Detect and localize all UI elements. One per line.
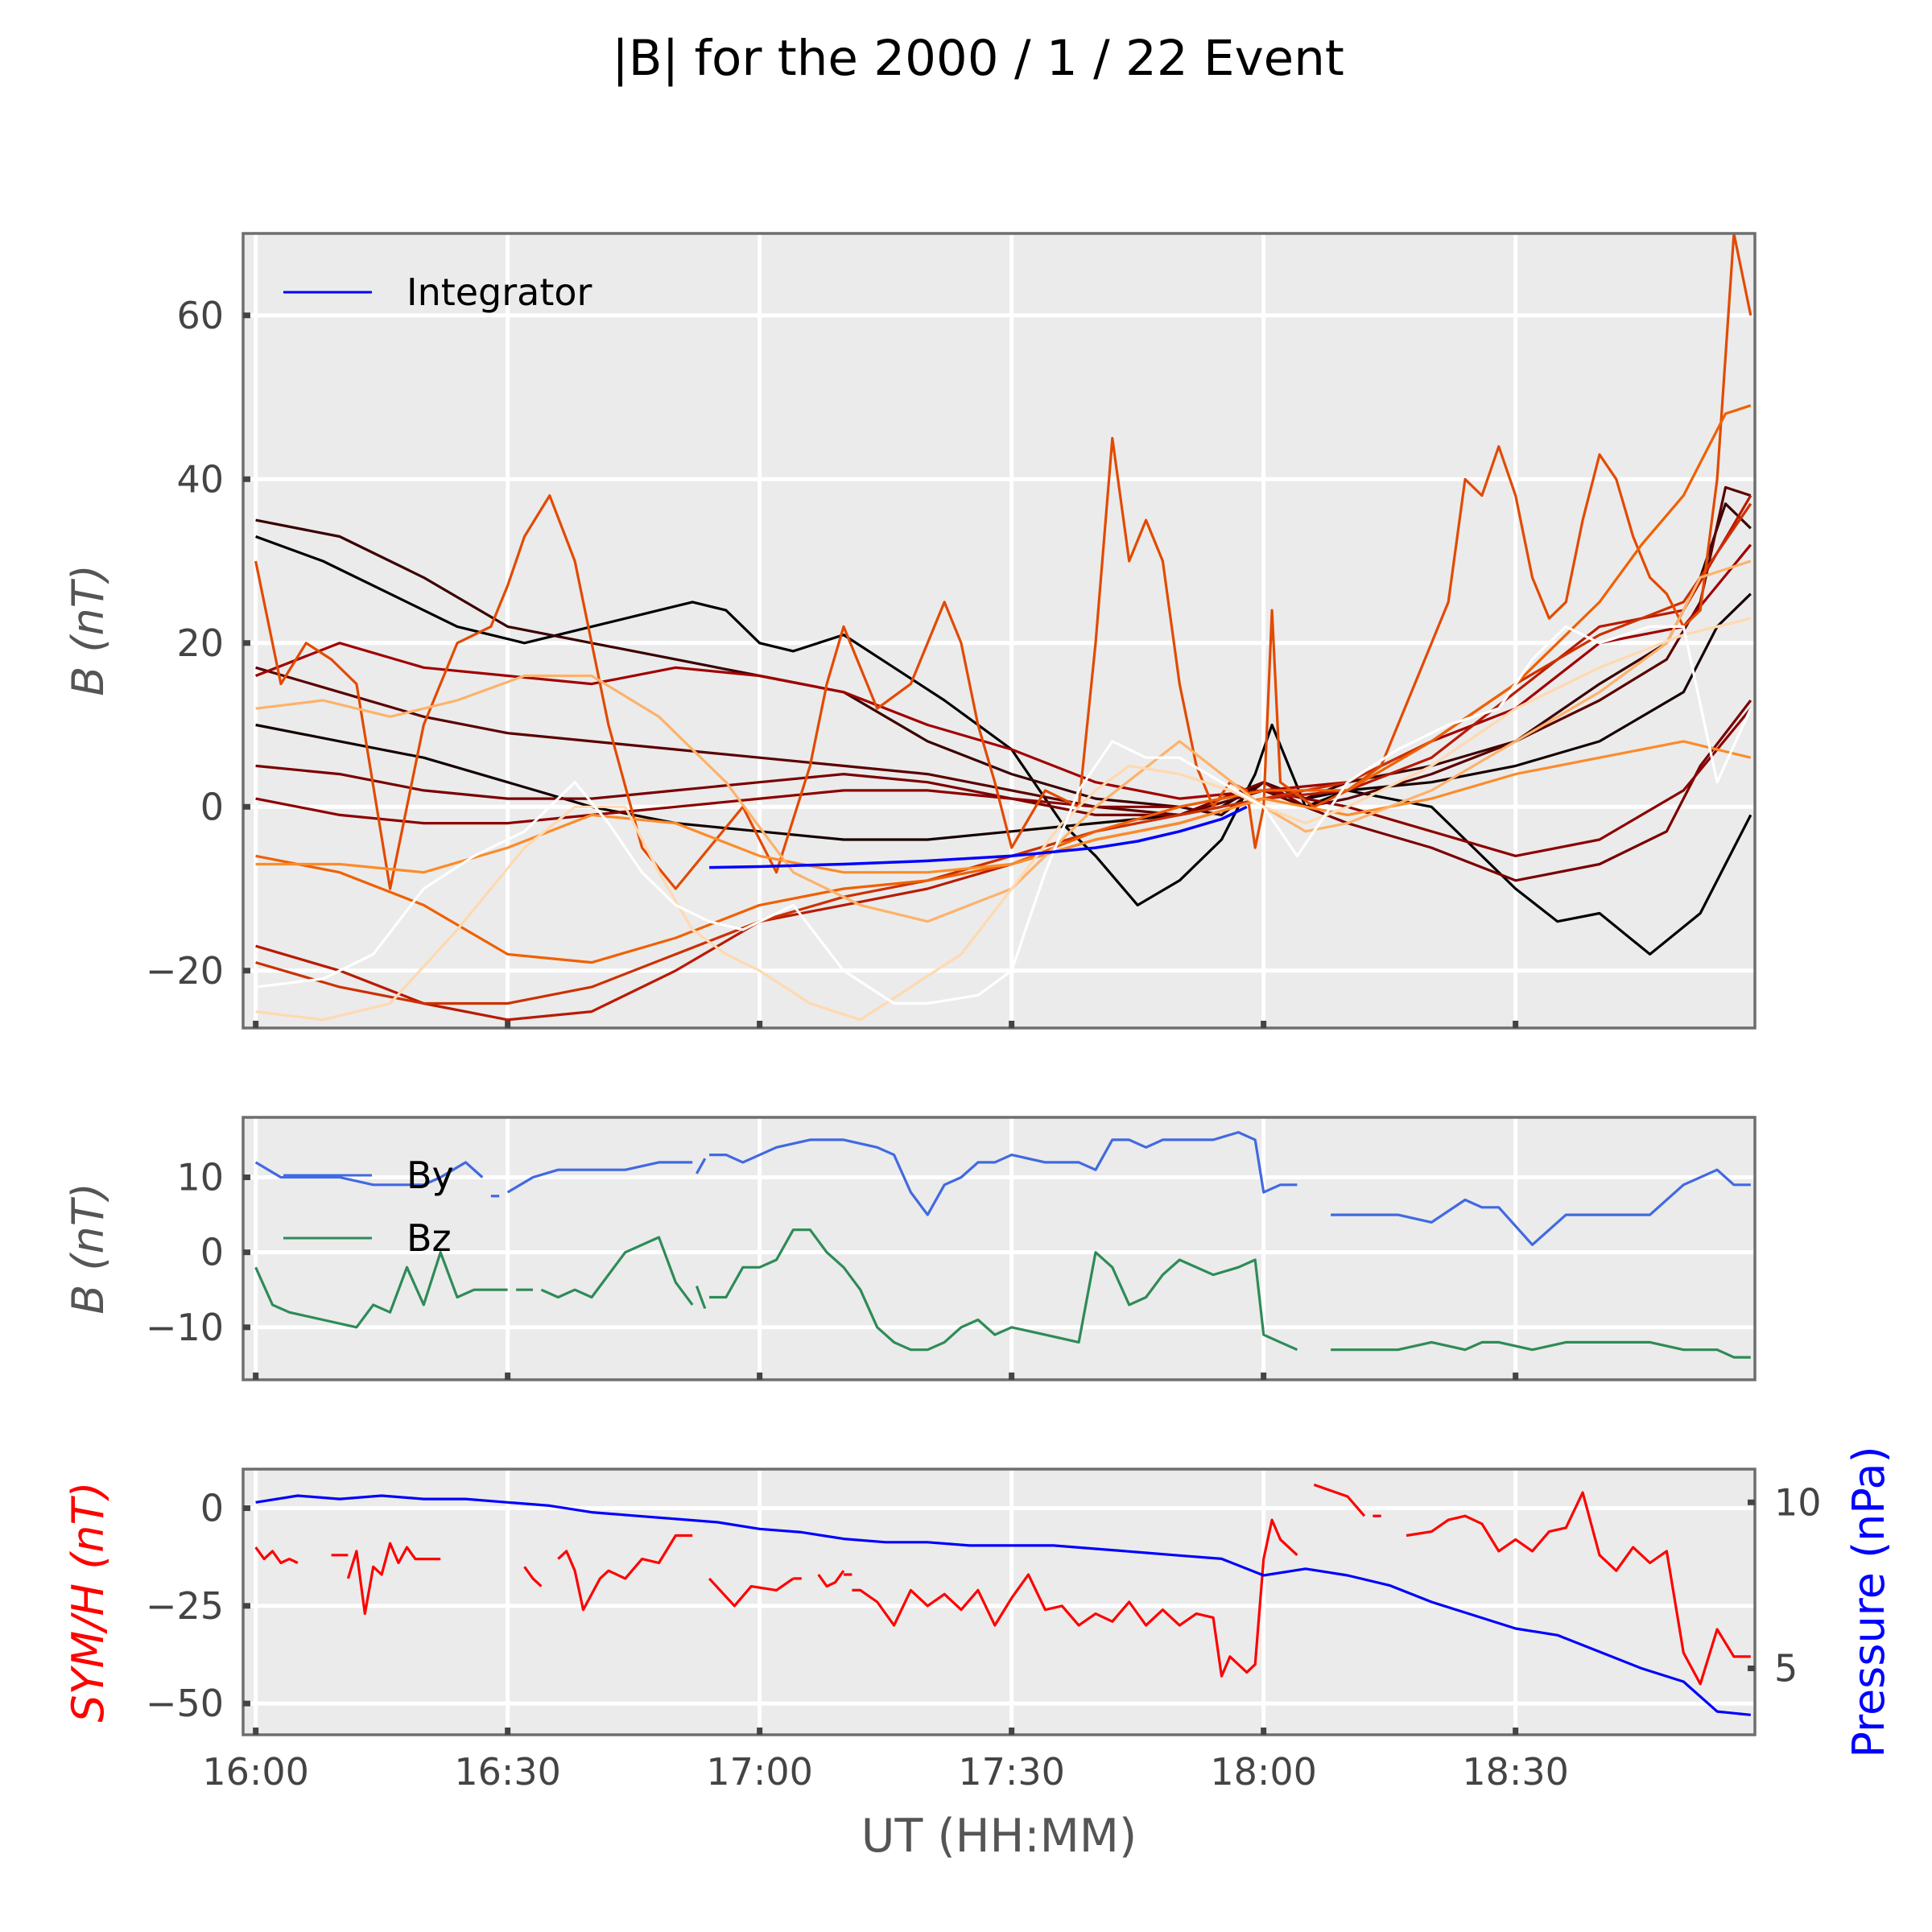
panel-middle-grid bbox=[243, 1117, 1755, 1380]
series-clip bbox=[254, 1483, 1751, 1716]
y-right-tick-label: 10 bbox=[1774, 1480, 1822, 1524]
series-line-sym-h bbox=[817, 1570, 845, 1588]
panel-middle-background bbox=[243, 1117, 1755, 1380]
series-line-by bbox=[1331, 1168, 1751, 1246]
panel-middle: −10 0 10 B (nT) By Bz bbox=[63, 1116, 1757, 1381]
series-line-sym-h bbox=[254, 1546, 299, 1565]
panel-bottom-ylabel-right: Pressure (nPa) bbox=[1843, 1446, 1894, 1757]
series-line-trace-11 bbox=[255, 740, 1752, 874]
panel-top-ticks: −20 0 20 40 60 bbox=[146, 294, 1519, 1028]
series-line-bz bbox=[695, 1286, 707, 1310]
series-line-trace-10 bbox=[255, 404, 1752, 964]
series-clip bbox=[254, 1130, 1751, 1359]
panel-middle-ticks: −10 0 10 bbox=[146, 1156, 1519, 1380]
legend-integrator-label: Integrator bbox=[407, 270, 592, 314]
x-tick-label: 18:00 bbox=[1210, 1750, 1317, 1794]
y-tick-label: 0 bbox=[200, 785, 224, 828]
series-line-pressure bbox=[255, 1494, 1751, 1716]
series-line-bz bbox=[1331, 1340, 1751, 1359]
series-line-trace-9 bbox=[254, 233, 1752, 890]
panel-bottom: 16:00 16:30 17:00 17:30 18:00 18:30 −50 −25 0 5 10… bbox=[63, 1446, 1894, 1863]
y-tick-label: −10 bbox=[146, 1306, 224, 1349]
series-line-sym-h bbox=[346, 1542, 441, 1616]
panel-middle-frame bbox=[242, 1116, 1757, 1381]
series-clip bbox=[254, 233, 1752, 1022]
panel-top-ylabel: B (nT) bbox=[63, 564, 114, 696]
series-line-sym-h bbox=[523, 1566, 543, 1587]
series-line-by bbox=[254, 1161, 484, 1187]
series-line-sym-h bbox=[1406, 1491, 1751, 1686]
x-tick-label: 17:30 bbox=[958, 1750, 1065, 1794]
y-right-tick-label: 5 bbox=[1774, 1647, 1798, 1690]
x-tick-label: 17:00 bbox=[706, 1750, 813, 1794]
series-line-trace-0 bbox=[255, 535, 1752, 956]
series-line-by bbox=[696, 1158, 707, 1174]
series-line-sym-h bbox=[557, 1534, 693, 1612]
x-tick-label: 16:00 bbox=[202, 1750, 309, 1794]
series-line-trace-13 bbox=[255, 617, 1752, 1022]
series-line-trace-4 bbox=[255, 700, 1752, 882]
series-line-by bbox=[709, 1130, 1298, 1216]
panel-top-grid bbox=[243, 233, 1755, 1028]
panel-bottom-ylabel: SYM/H (nT) bbox=[63, 1481, 114, 1722]
panel-middle-ylabel: B (nT) bbox=[63, 1183, 114, 1315]
series-line-sym-h bbox=[708, 1577, 795, 1608]
panel-top-lines bbox=[254, 233, 1752, 1022]
y-tick-label: −25 bbox=[146, 1584, 224, 1628]
series-line-integrator bbox=[709, 805, 1248, 869]
panel-top-frame bbox=[242, 232, 1757, 1030]
panel-bottom-grid bbox=[243, 1469, 1755, 1735]
series-line-trace-14 bbox=[255, 625, 1752, 1005]
series-line-bz bbox=[709, 1228, 1298, 1352]
series-line-trace-3 bbox=[255, 485, 1752, 817]
series-line-bz bbox=[254, 1251, 508, 1329]
panel-bottom-lines bbox=[254, 1483, 1751, 1716]
y-tick-label: 0 bbox=[200, 1231, 224, 1274]
series-line-sym-h bbox=[1313, 1483, 1366, 1517]
x-axis-label: UT (HH:MM) bbox=[861, 1810, 1137, 1863]
figure-title: |B| for the 2000 / 1 / 22 Event bbox=[612, 30, 1344, 87]
y-tick-label: 10 bbox=[176, 1156, 224, 1199]
panel-bottom-background bbox=[243, 1469, 1755, 1735]
y-tick-label: 0 bbox=[200, 1487, 224, 1530]
series-line-by bbox=[506, 1161, 693, 1194]
panel-middle-lines bbox=[254, 1130, 1751, 1359]
series-line-trace-5 bbox=[255, 708, 1752, 857]
y-tick-label: 60 bbox=[176, 294, 224, 337]
legend-by-label: By bbox=[407, 1154, 454, 1197]
panel-bottom-ticks: 16:00 16:30 17:00 17:30 18:00 18:30 −50 −25 0 5 10 bbox=[146, 1480, 1822, 1794]
panel-top-legend: Integrator bbox=[283, 270, 592, 314]
y-tick-label: −20 bbox=[146, 949, 224, 993]
y-tick-label: 40 bbox=[176, 457, 224, 501]
panel-top-background bbox=[243, 233, 1755, 1028]
series-line-bz bbox=[540, 1236, 694, 1306]
panel-middle-legend: By Bz bbox=[283, 1154, 454, 1260]
panel-bottom-frame bbox=[242, 1468, 1757, 1736]
y-tick-label: 20 bbox=[176, 621, 224, 665]
x-tick-label: 16:30 bbox=[454, 1750, 561, 1794]
legend-bz-label: Bz bbox=[407, 1216, 452, 1260]
panel-top: −20 0 20 40 60 B (nT) Integrator bbox=[63, 232, 1757, 1030]
series-line-sym-h bbox=[852, 1518, 1298, 1678]
x-tick-label: 18:30 bbox=[1462, 1750, 1569, 1794]
y-tick-label: −50 bbox=[146, 1682, 224, 1725]
